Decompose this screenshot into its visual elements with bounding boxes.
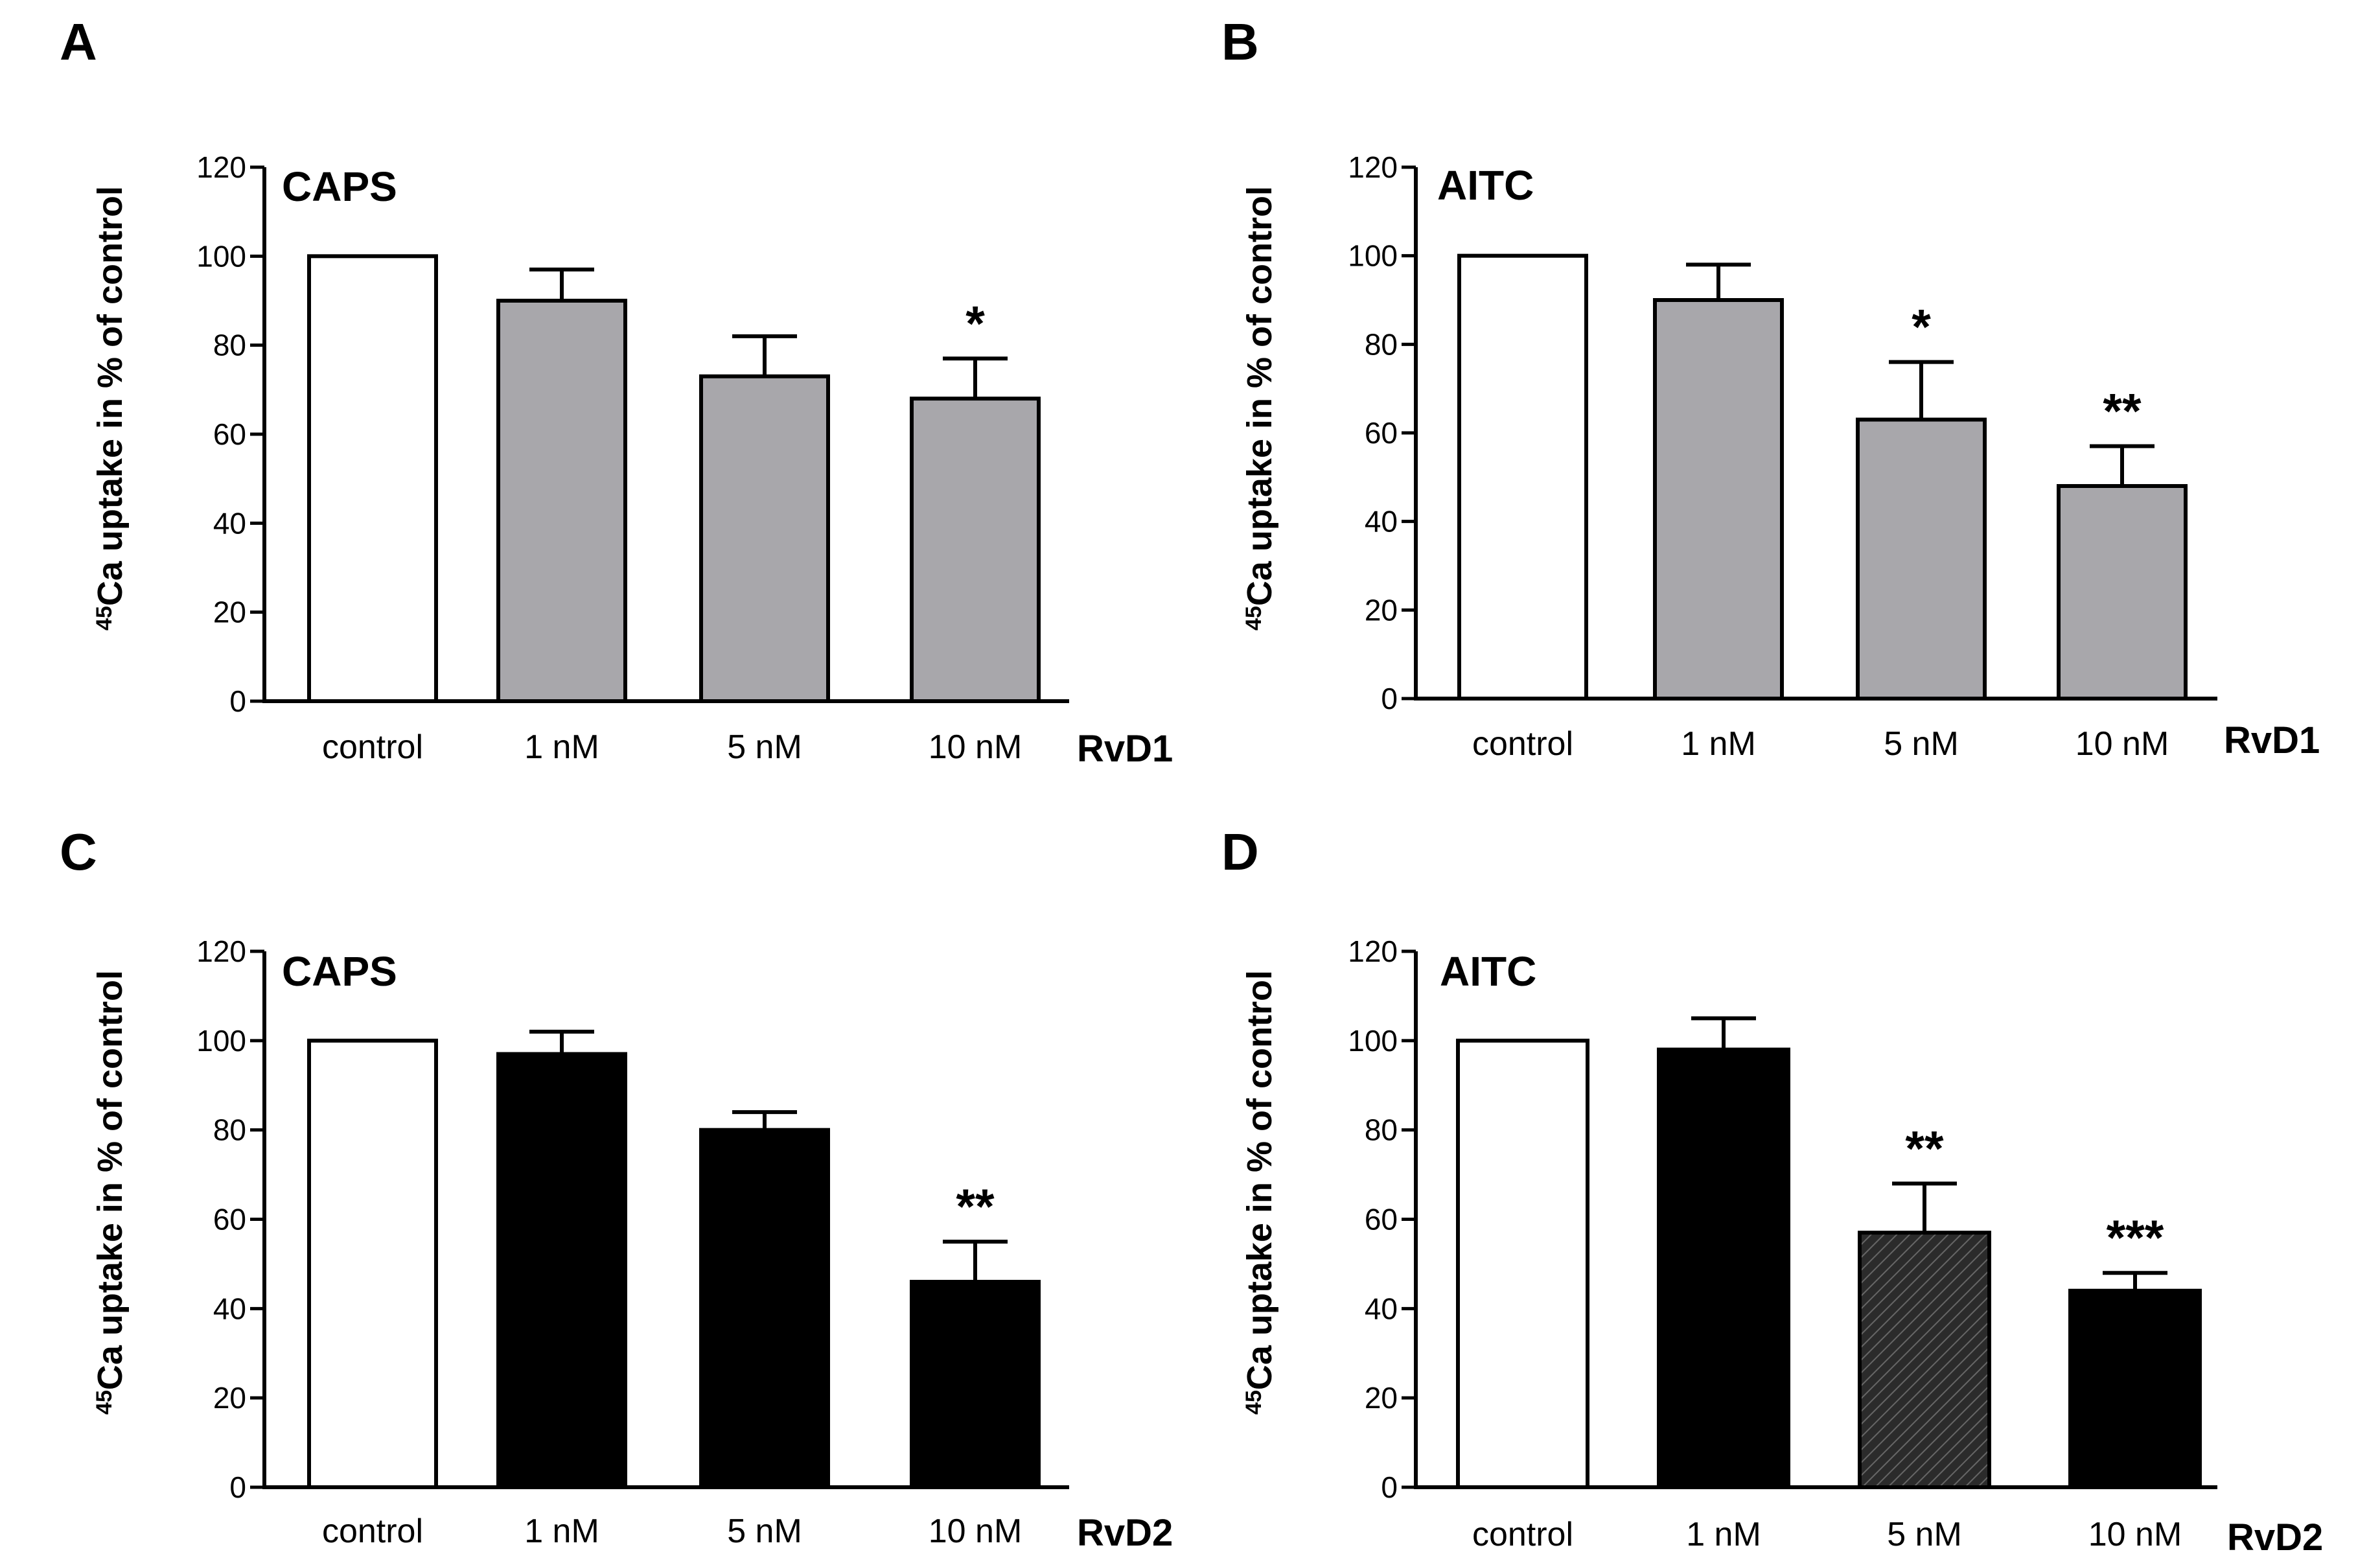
y-tick-label: 0 [229, 1470, 246, 1504]
chart-title: CAPS [282, 948, 397, 995]
y-axis-label: 45Ca uptake in % of control [91, 186, 130, 631]
bar [1858, 1231, 1991, 1490]
y-axis-label-text: Ca uptake in % of control [91, 186, 130, 606]
y-tick-label: 0 [229, 684, 246, 718]
y-tick-label: 40 [1365, 1292, 1398, 1325]
x-tick-label: control [322, 728, 423, 766]
x-tick-label: 5 nM [1884, 725, 1959, 763]
x-tick-label: 1 nM [1686, 1516, 1761, 1553]
y-tick-label: 20 [1365, 1381, 1398, 1415]
chart-panel-b: B AITC 45Ca uptake in % of control RvD1 … [1221, 13, 2320, 763]
chart-title: AITC [1440, 948, 1536, 995]
x-tick-label: control [322, 1513, 423, 1550]
x-tick-label: 1 nM [524, 728, 599, 766]
bar [1653, 298, 1784, 701]
bar [910, 1279, 1041, 1489]
panel-letter: C [60, 823, 97, 881]
y-tick-label: 0 [1381, 682, 1398, 715]
bar [2068, 1288, 2202, 1490]
y-tick-label: 100 [196, 239, 246, 273]
bar [1456, 1038, 1589, 1490]
x-tick-label: 1 nM [524, 1513, 599, 1550]
x-group-label: RvD2 [2227, 1516, 2323, 1559]
x-tick-label: 1 nM [1681, 725, 1756, 763]
y-tick-label: 80 [213, 329, 246, 362]
x-tick-label: 10 nM [929, 728, 1022, 766]
bar [496, 299, 627, 703]
x-tick-label: 10 nM [929, 1513, 1022, 1550]
x-tick-label: control [1472, 1516, 1573, 1553]
y-tick-label: 60 [213, 417, 246, 451]
y-tick-label: 20 [1365, 593, 1398, 627]
y-axis-label: 45Ca uptake in % of control [1240, 970, 1279, 1415]
x-tick-label: 10 nM [2075, 725, 2169, 763]
y-axis-label: 45Ca uptake in % of control [91, 970, 130, 1415]
y-axis-label-superscript: 45 [92, 1390, 117, 1415]
y-tick-label: 40 [213, 506, 246, 540]
panel-letter: A [60, 13, 97, 71]
chart-title: CAPS [282, 163, 397, 210]
x-tick-label: 10 nM [2088, 1516, 2182, 1553]
y-tick-label: 100 [196, 1024, 246, 1058]
chart-panel-d: D AITC 45Ca uptake in % of control RvD2 … [1221, 823, 2323, 1559]
y-tick-label: 120 [196, 934, 246, 968]
y-tick-label: 100 [1348, 239, 1398, 273]
significance-marker: ** [1905, 1121, 1944, 1176]
bar [1856, 417, 1987, 701]
significance-marker: * [1912, 300, 1931, 355]
y-axis-label-superscript: 45 [1242, 606, 1266, 631]
bar [699, 1128, 830, 1489]
y-tick-label: 120 [1348, 150, 1398, 184]
chart-title: AITC [1437, 162, 1534, 209]
bar [699, 374, 830, 703]
y-axis-label-text: Ca uptake in % of control [91, 970, 130, 1390]
x-tick-label: 5 nM [727, 728, 802, 766]
y-tick-label: 20 [213, 1381, 246, 1415]
y-tick-label: 0 [1381, 1470, 1398, 1504]
y-tick-label: 120 [196, 150, 246, 184]
x-tick-label: 5 nM [1887, 1516, 1962, 1553]
bar [496, 1052, 627, 1489]
panel-letter: D [1221, 823, 1259, 881]
panel-letter: B [1221, 13, 1259, 71]
y-axis-label: 45Ca uptake in % of control [1240, 186, 1279, 631]
y-tick-label: 120 [1348, 934, 1398, 968]
y-tick-label: 20 [213, 596, 246, 629]
significance-marker: ** [2103, 384, 2142, 439]
y-tick-label: 60 [213, 1203, 246, 1236]
y-tick-label: 40 [1365, 505, 1398, 539]
bar [1457, 253, 1588, 701]
significance-marker: * [965, 296, 985, 351]
y-axis-label-superscript: 45 [92, 606, 117, 631]
bar [307, 254, 438, 704]
bar [307, 1038, 438, 1490]
y-axis-label-superscript: 45 [1242, 1390, 1266, 1415]
x-tick-label: control [1472, 725, 1573, 763]
y-tick-label: 60 [1365, 416, 1398, 450]
significance-marker: ** [956, 1179, 995, 1235]
y-axis-label-text: Ca uptake in % of control [1240, 970, 1279, 1390]
y-tick-label: 100 [1348, 1024, 1398, 1058]
y-tick-label: 40 [213, 1292, 246, 1325]
x-group-label: RvD1 [1077, 728, 1173, 770]
y-tick-label: 80 [1365, 327, 1398, 361]
x-group-label: RvD2 [1077, 1512, 1173, 1554]
x-tick-label: 5 nM [727, 1513, 802, 1550]
chart-panel-c: C CAPS 45Ca uptake in % of control RvD2 … [60, 823, 1173, 1554]
y-tick-label: 80 [213, 1113, 246, 1147]
x-group-label: RvD1 [2224, 719, 2320, 761]
bar [1657, 1047, 1790, 1490]
bar [2057, 484, 2188, 701]
significance-marker: *** [2107, 1211, 2164, 1266]
y-tick-label: 80 [1365, 1113, 1398, 1147]
y-tick-label: 60 [1365, 1203, 1398, 1236]
chart-panel-a: A CAPS 45Ca uptake in % of control RvD1 … [60, 13, 1173, 770]
y-axis-label-text: Ca uptake in % of control [1240, 186, 1279, 606]
bar [910, 397, 1041, 703]
